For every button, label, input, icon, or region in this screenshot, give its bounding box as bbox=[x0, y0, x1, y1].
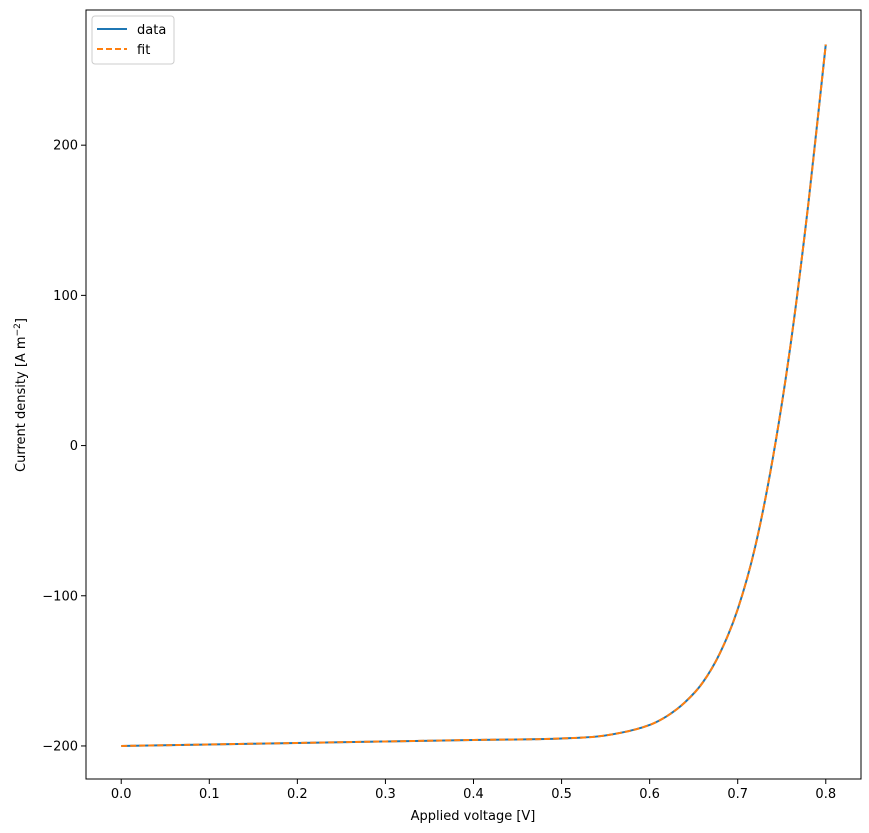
x-tick-label: 0.2 bbox=[287, 787, 308, 802]
y-tick-label: 0 bbox=[70, 439, 78, 454]
legend-label-data: data bbox=[137, 23, 166, 38]
y-axis-label: Current density [A m−2] bbox=[13, 318, 29, 472]
y-tick-label: −200 bbox=[42, 739, 78, 754]
plot-area bbox=[85, 9, 862, 780]
x-tick-label: 0.6 bbox=[639, 787, 660, 802]
y-axis-label-superscript: −2 bbox=[13, 323, 23, 336]
plot-frame bbox=[85, 9, 862, 780]
y-axis-ticks: −200 −100 0 100 200 bbox=[42, 139, 86, 754]
x-tick-label: 0.3 bbox=[375, 787, 396, 802]
x-tick-label: 0.5 bbox=[551, 787, 572, 802]
x-tick-label: 0.7 bbox=[727, 787, 748, 802]
y-axis-label-end: ] bbox=[14, 318, 29, 323]
y-tick-label: −100 bbox=[42, 589, 78, 604]
series-line-data bbox=[121, 44, 827, 747]
legend-label-fit: fit bbox=[137, 43, 150, 58]
x-axis-label: Applied voltage [V] bbox=[411, 809, 536, 824]
series-layer bbox=[121, 44, 827, 747]
y-tick-label: 200 bbox=[53, 139, 78, 154]
y-axis-label-main: Current density [A m bbox=[14, 336, 29, 472]
x-tick-label: 0.0 bbox=[111, 787, 132, 802]
x-axis-ticks: 0.0 0.1 0.2 0.3 0.4 0.5 0.6 0.7 0.8 bbox=[111, 779, 836, 802]
x-tick-label: 0.4 bbox=[463, 787, 484, 802]
legend: data fit bbox=[91, 15, 175, 65]
series-line-fit bbox=[121, 44, 827, 747]
x-tick-label: 0.1 bbox=[199, 787, 220, 802]
x-tick-label: 0.8 bbox=[815, 787, 836, 802]
y-tick-label: 100 bbox=[53, 289, 78, 304]
